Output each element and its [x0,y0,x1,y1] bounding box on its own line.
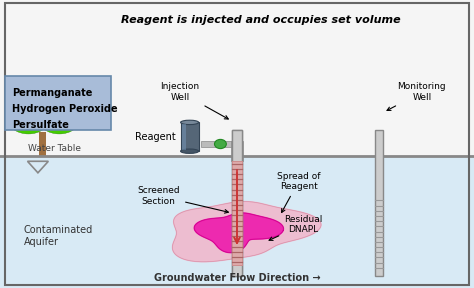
Ellipse shape [214,139,227,149]
Text: Permanganate: Permanganate [12,88,92,98]
Text: Hydrogen Peroxide: Hydrogen Peroxide [12,104,118,114]
Text: Reagent: Reagent [135,132,176,142]
Text: Spread of
Reagent: Spread of Reagent [277,172,320,213]
Text: Residual
DNAPL: Residual DNAPL [269,215,322,240]
Bar [375,130,383,276]
Bar [232,161,242,265]
Bar [232,130,242,276]
Ellipse shape [38,85,71,111]
Ellipse shape [38,102,81,134]
Bar [0,156,474,288]
FancyBboxPatch shape [5,76,111,130]
Bar [201,141,237,147]
Text: Reagent is injected and occupies set volume: Reagent is injected and occupies set vol… [121,15,401,25]
Bar [181,122,199,151]
Text: Injection
Well: Injection Well [161,82,228,119]
Ellipse shape [181,120,199,125]
Bar [232,130,242,276]
Ellipse shape [17,85,50,111]
Ellipse shape [7,102,50,134]
Bar [231,141,243,161]
Text: Monitoring
Well: Monitoring Well [387,82,446,111]
Polygon shape [173,202,321,262]
Text: Groundwater Flow Direction →: Groundwater Flow Direction → [154,273,320,283]
Text: Water Table: Water Table [28,144,82,153]
Bar [0,0,474,156]
Ellipse shape [12,85,73,128]
Text: Contaminated
Aquifer: Contaminated Aquifer [24,225,93,247]
Bar [39,132,46,156]
Bar [232,161,242,265]
Text: Persulfate: Persulfate [12,120,69,130]
Ellipse shape [181,149,199,154]
Text: Screened
Section: Screened Section [137,186,228,213]
Polygon shape [194,213,283,253]
Ellipse shape [24,78,62,107]
Bar [182,124,186,150]
